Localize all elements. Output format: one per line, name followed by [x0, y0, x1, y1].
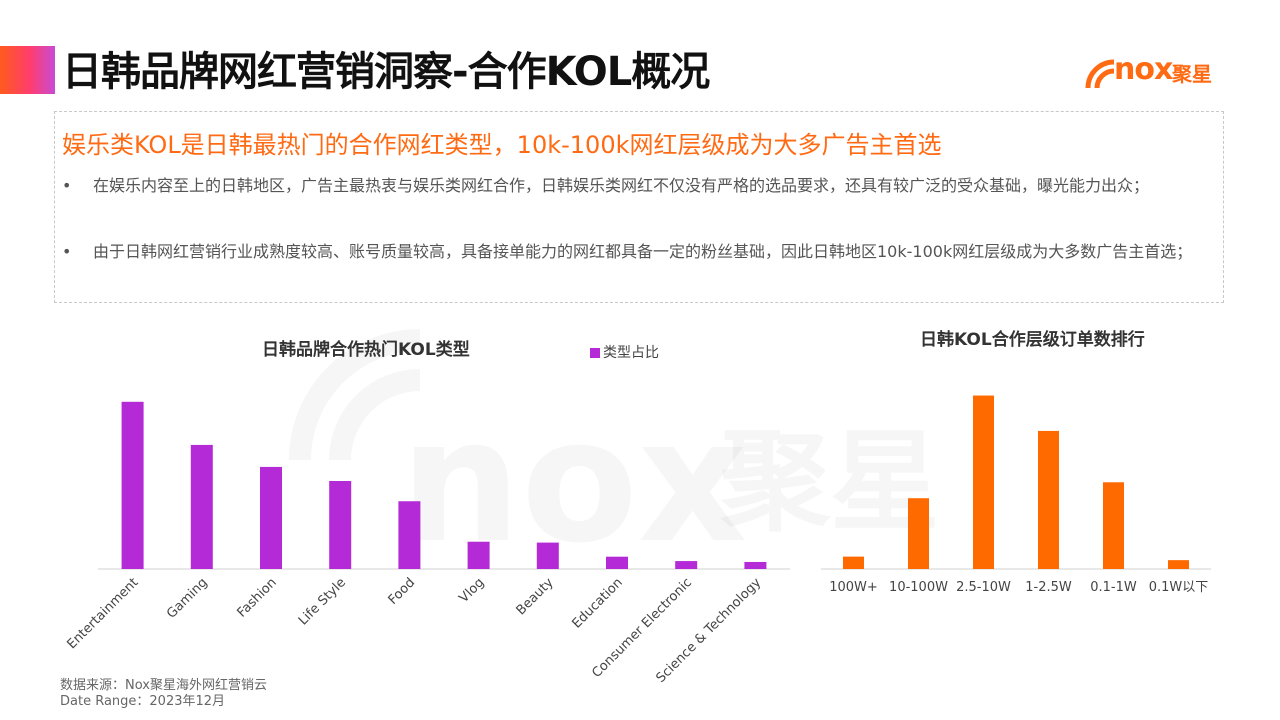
- bullet-text: 在娱乐内容至上的日韩地区，广告主最热衷与娱乐类网红合作，日韩娱乐类网红不仅没有严…: [93, 176, 1150, 195]
- page-title: 日韩品牌网红营销洞察-合作KOL概况: [62, 49, 710, 95]
- title-accent-bar: [0, 46, 55, 94]
- x-tick-label: 1-2.5W: [1025, 580, 1072, 595]
- summary-bullet: • 由于日韩网红营销行业成熟度较高、账号质量较高，具备接单能力的网红都具备一定的…: [62, 236, 1217, 268]
- chart-legend: 类型占比: [590, 342, 659, 362]
- bar-beauty: [536, 542, 559, 569]
- x-tick-label: 2.5-10W: [956, 580, 1011, 595]
- summary-box: [54, 111, 1224, 303]
- summary-headline: 娱乐类KOL是日韩最热门的合作网红类型，10k-100k网红层级成为大多广告主首…: [62, 131, 942, 159]
- bullet-text: 由于日韩网红营销行业成熟度较高、账号质量较高，具备接单能力的网红都具备一定的粉丝…: [93, 242, 1193, 261]
- nox-logo: [1084, 44, 1234, 94]
- bar-100w-: [843, 556, 864, 569]
- bar-entertainment: [121, 401, 144, 569]
- x-tick-label: 0.1-1W: [1090, 580, 1137, 595]
- bar-consumer-electronic: [675, 561, 698, 569]
- summary-bullet: • 在娱乐内容至上的日韩地区，广告主最热衷与娱乐类网红合作，日韩娱乐类网红不仅没…: [62, 170, 1217, 202]
- bar-food: [398, 501, 421, 569]
- signal-arc-icon: [1085, 59, 1115, 89]
- legend-label: 类型占比: [603, 345, 659, 361]
- bar-science-technology: [744, 561, 767, 569]
- legend-swatch: [590, 348, 600, 358]
- logo-cn: 聚星: [1172, 62, 1212, 86]
- logo-text: nox: [1114, 52, 1173, 87]
- bar-education: [606, 556, 628, 569]
- date-range: Date Range：2023年12月: [60, 694, 226, 709]
- bar-10-100w: [908, 498, 929, 569]
- bar-vlog: [467, 541, 490, 569]
- bar-1-2-5w: [1038, 430, 1059, 569]
- bar-fashion: [260, 466, 282, 569]
- bar-life-style: [329, 481, 352, 569]
- bar-0-1-1w: [1103, 482, 1124, 569]
- data-source: 数据来源：Nox聚星海外网红营销云: [60, 678, 267, 693]
- bar-gaming: [190, 444, 213, 569]
- x-tick-label: 0.1W以下: [1149, 580, 1209, 595]
- chart-title-kol-type: 日韩品牌合作热门KOL类型: [262, 340, 470, 360]
- bar-0-1w-: [1168, 560, 1189, 569]
- x-tick-label: 100W+: [829, 580, 878, 595]
- x-tick-label: 10-100W: [889, 580, 948, 595]
- bullet-dot: •: [62, 242, 72, 261]
- bullet-dot: •: [62, 176, 72, 195]
- chart-title-kol-tier: 日韩KOL合作层级订单数排行: [920, 330, 1145, 350]
- bar-2-5-10w: [973, 395, 994, 569]
